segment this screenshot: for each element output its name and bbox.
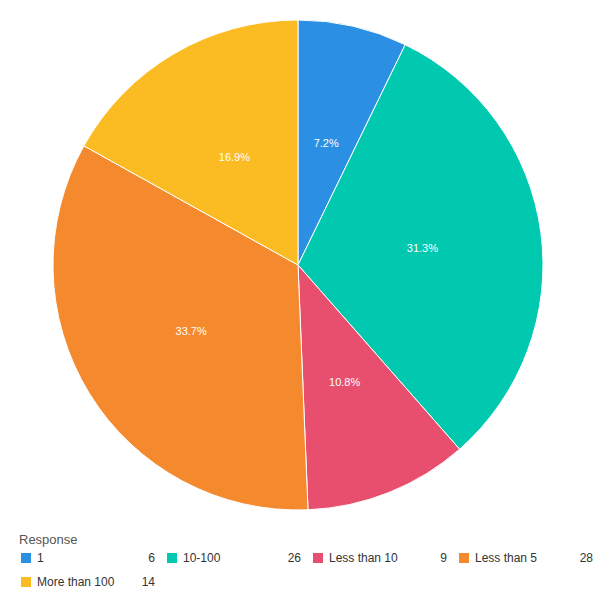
svg-text:7.2%: 7.2%	[314, 137, 339, 149]
svg-text:Response: Response	[19, 532, 78, 547]
svg-text:28: 28	[580, 551, 594, 565]
svg-text:10.8%: 10.8%	[329, 376, 360, 388]
svg-text:More than 100: More than 100	[37, 575, 115, 589]
svg-text:Less than 5: Less than 5	[475, 551, 537, 565]
svg-text:9: 9	[440, 551, 447, 565]
svg-text:6: 6	[148, 551, 155, 565]
svg-text:31.3%: 31.3%	[407, 242, 438, 254]
svg-text:Less than 10: Less than 10	[329, 551, 398, 565]
svg-text:26: 26	[288, 551, 302, 565]
svg-text:1: 1	[37, 551, 44, 565]
svg-text:16.9%: 16.9%	[219, 151, 250, 163]
svg-text:10-100: 10-100	[183, 551, 221, 565]
svg-text:14: 14	[142, 575, 156, 589]
svg-text:33.7%: 33.7%	[176, 325, 207, 337]
